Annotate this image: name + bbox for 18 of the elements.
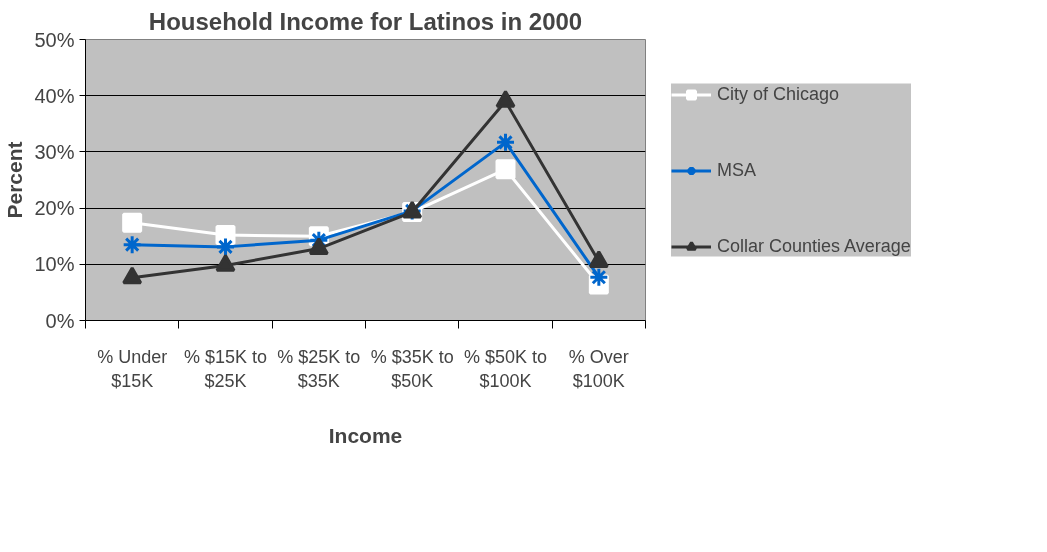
x-tick-label: % Over $100K xyxy=(568,346,629,391)
y-tick-label: 10% xyxy=(34,253,75,276)
x-tick-label: % $50K to $100K xyxy=(463,346,548,391)
chart-title: Household Income for Latinos in 2000 xyxy=(148,7,583,35)
y-tick-label: 0% xyxy=(45,309,75,332)
y-tick-label: 30% xyxy=(34,140,75,163)
legend-label: Collar Counties Average xyxy=(717,235,911,257)
y-tick-label: 20% xyxy=(34,197,75,220)
x-tick-label: % $35K to $50K xyxy=(370,346,454,391)
y-tick-label: 50% xyxy=(34,28,75,51)
y-tick-label: 40% xyxy=(34,84,75,107)
y-axis-title: Percent xyxy=(3,141,27,219)
x-tick-label: % $25K to $35K xyxy=(277,346,361,391)
legend-label: City of Chicago xyxy=(717,83,840,105)
legend-label: MSA xyxy=(717,159,757,181)
x-tick-label: % Under $15K xyxy=(97,346,168,391)
x-tick-label: % $15K to $25K xyxy=(183,346,268,391)
x-axis-title: Income xyxy=(328,423,403,447)
